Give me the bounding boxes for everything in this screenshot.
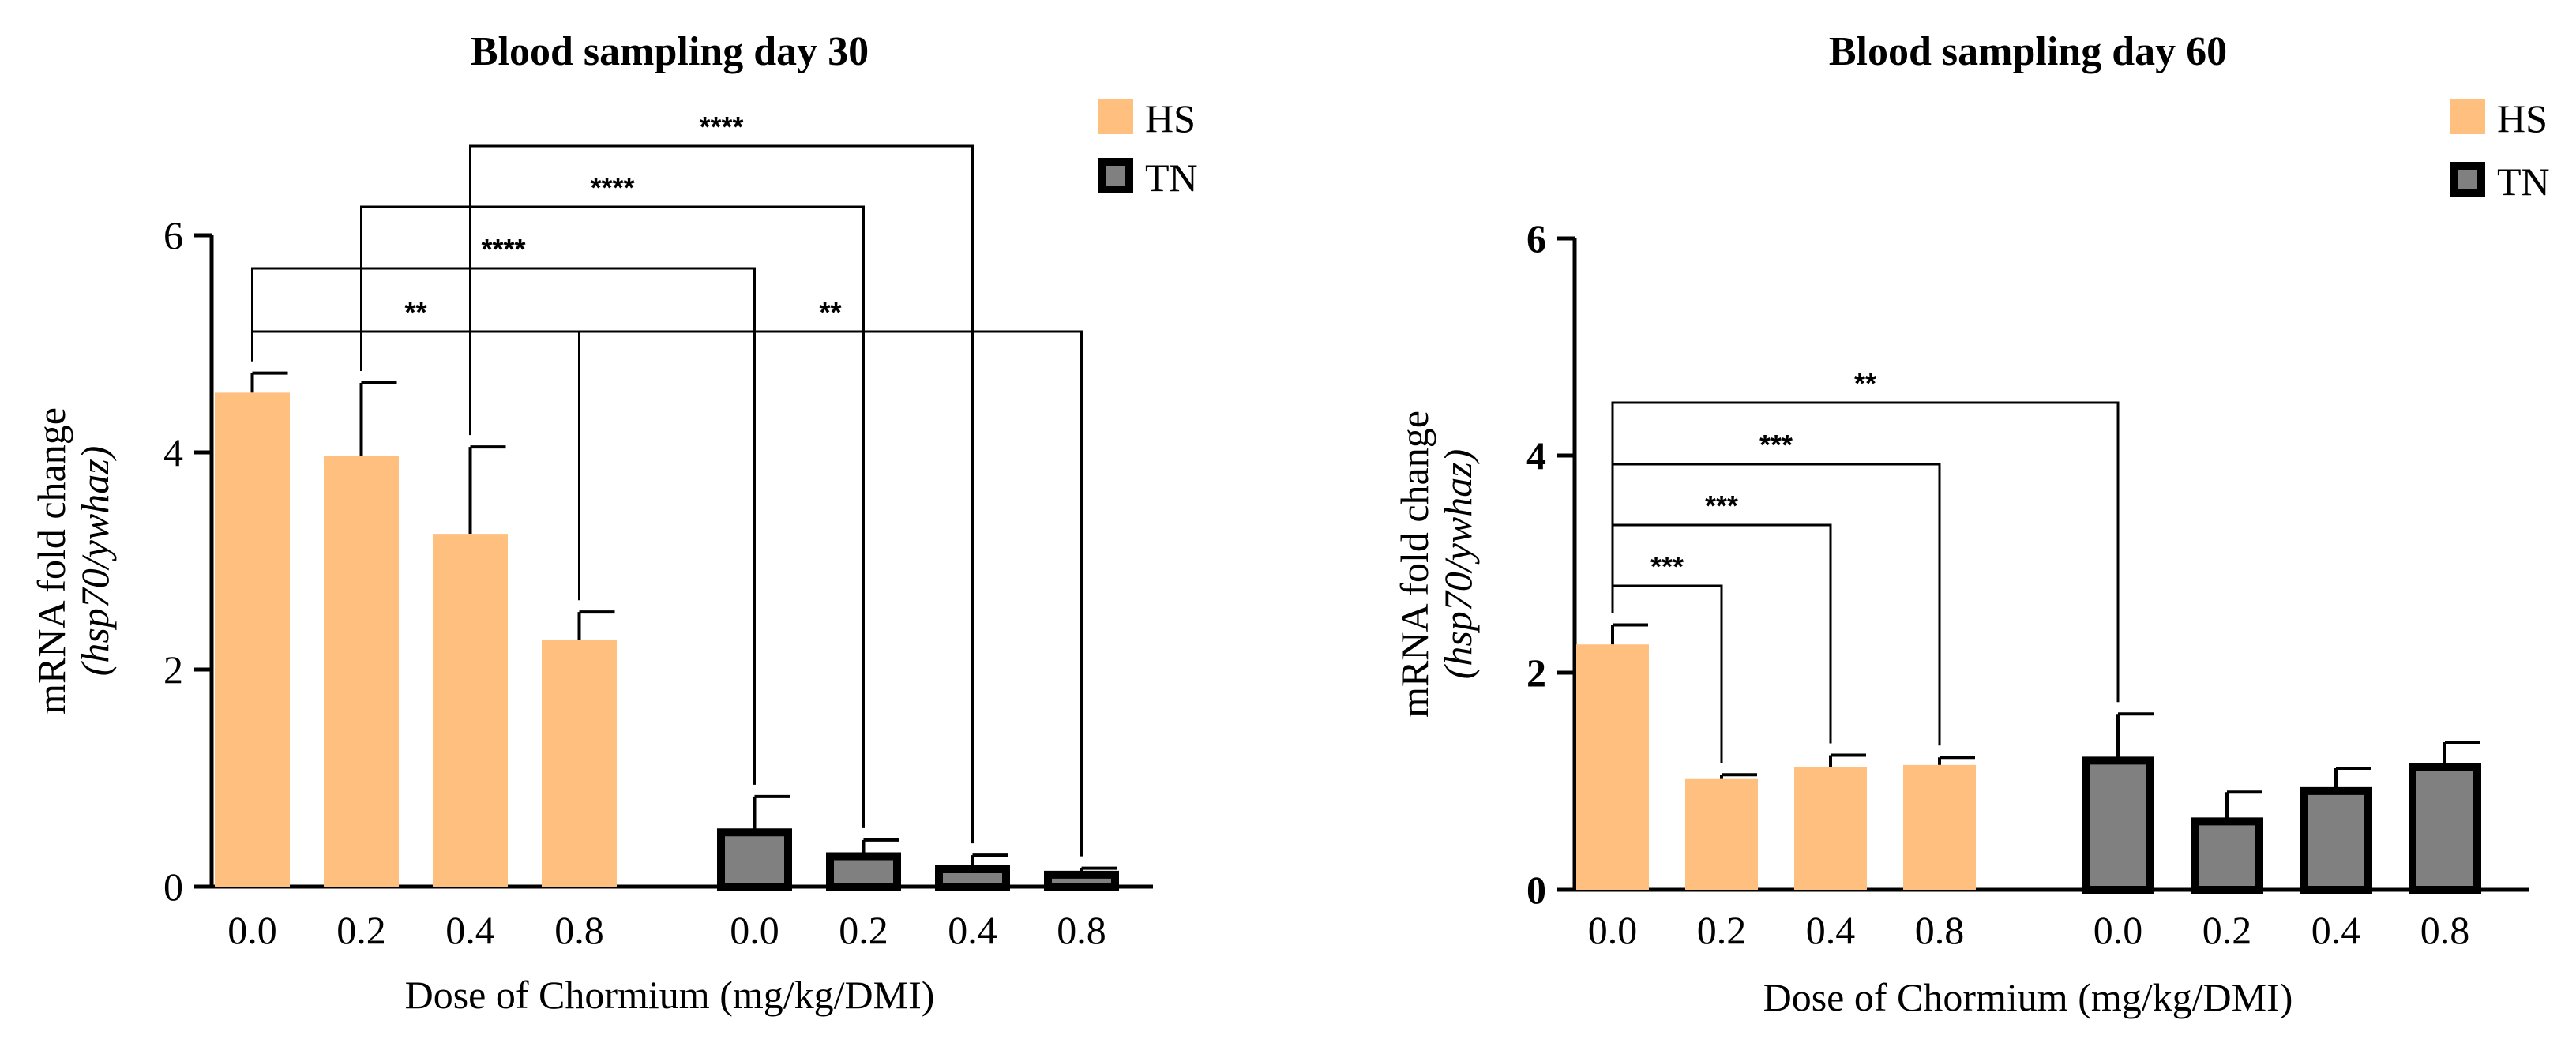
x-tick-label: 0.0 [2093, 908, 2143, 952]
significance-label: **** [481, 233, 525, 265]
x-tick-label: 0.4 [2311, 908, 2361, 952]
bar-hs-0.0 [215, 392, 290, 887]
x-tick-label: 0.8 [2420, 908, 2470, 952]
x-tick-label: 0.0 [227, 908, 277, 952]
bar-hs-0.2 [324, 456, 399, 887]
significance-label: **** [590, 171, 634, 204]
bar-tn-0.2 [826, 852, 901, 891]
x-tick-label: 0.4 [1806, 908, 1856, 952]
significance-bracket [469, 144, 974, 844]
bar-hs-0.2 [1685, 778, 1758, 890]
bar-tn-0.0 [2082, 756, 2154, 894]
bar-tn-0.4 [2300, 786, 2372, 894]
x-tick-label: 0.2 [336, 908, 386, 952]
bar-tn-0.4 [935, 865, 1010, 891]
y-tick-label: 4 [163, 430, 183, 474]
y-tick-label: 0 [1526, 868, 1546, 912]
legend-swatch-tn [2450, 162, 2485, 197]
y-axis-title: mRNA fold change [1392, 411, 1436, 718]
legend-swatch-hs [1098, 99, 1133, 134]
bar-hs-0.8 [542, 640, 617, 887]
x-tick-label: 0.8 [554, 908, 604, 952]
significance-label: ** [1854, 367, 1876, 399]
significance-label: *** [1650, 550, 1684, 583]
significance-label: ** [404, 296, 426, 328]
x-tick-label: 0.2 [2202, 908, 2252, 952]
bar-hs-0.4 [433, 534, 508, 887]
y-axis-title: mRNA fold change [29, 407, 73, 715]
y-tick-label: 4 [1526, 433, 1546, 478]
x-axis-title: Dose of Chormium (mg/kg/DMI) [1763, 975, 2293, 1019]
legend-label: TN [2497, 159, 2550, 204]
y-tick-label: 2 [1526, 651, 1546, 695]
x-tick-label: 0.0 [730, 908, 779, 952]
x-tick-label: 0.2 [839, 908, 888, 952]
x-tick-label: 0.8 [1915, 908, 1965, 952]
significance-bracket [360, 205, 865, 828]
y-tick-label: 2 [163, 647, 183, 692]
y-tick-label: 0 [163, 865, 183, 909]
bar-hs-0.0 [1576, 644, 1649, 890]
y-tick-label: 6 [163, 213, 183, 257]
significance-label: ** [819, 296, 841, 328]
x-tick-label: 0.8 [1057, 908, 1106, 952]
x-tick-label: 0.4 [948, 908, 997, 952]
significance-bracket [251, 267, 756, 785]
legend-swatch-tn [1098, 158, 1133, 193]
significance-bracket [1611, 401, 2120, 703]
significance-label: *** [1705, 489, 1738, 522]
y-axis-subtitle: (hsp70/ywhaz) [1436, 449, 1480, 680]
legend-label: HS [2497, 96, 2548, 141]
significance-label: *** [1759, 429, 1793, 461]
chart-title: Blood sampling day 60 [1829, 29, 2227, 74]
chart-panel-day30: Blood sampling day 30 0 2 4 6 mRNA fold chang… [29, 29, 1198, 1017]
legend-swatch-hs [2450, 99, 2485, 134]
x-axis-title: Dose of Chormium (mg/kg/DMI) [405, 973, 935, 1017]
y-axis-subtitle: (hsp70/ywhaz) [73, 446, 117, 677]
bar-tn-0.8 [1044, 870, 1119, 891]
bar-hs-0.4 [1794, 767, 1867, 890]
x-tick-label: 0.2 [1697, 908, 1747, 952]
significance-label: **** [699, 111, 743, 143]
bar-tn-0.8 [2409, 763, 2481, 894]
chart-title: Blood sampling day 30 [471, 29, 869, 74]
legend-label: TN [1145, 156, 1198, 200]
significance-bracket [578, 330, 1083, 857]
chart-panel-day60: Blood sampling day 60 0 2 4 6 mRNA fold chang… [1392, 29, 2550, 1019]
significance-bracket [1611, 463, 1941, 746]
y-tick-label: 6 [1526, 216, 1546, 261]
x-tick-label: 0.4 [445, 908, 495, 952]
legend-label: HS [1145, 96, 1196, 141]
bar-tn-0.0 [717, 828, 792, 891]
bar-hs-0.8 [1903, 764, 1976, 890]
significance-bracket [251, 330, 580, 601]
x-tick-label: 0.0 [1588, 908, 1638, 952]
bar-tn-0.2 [2191, 817, 2263, 894]
